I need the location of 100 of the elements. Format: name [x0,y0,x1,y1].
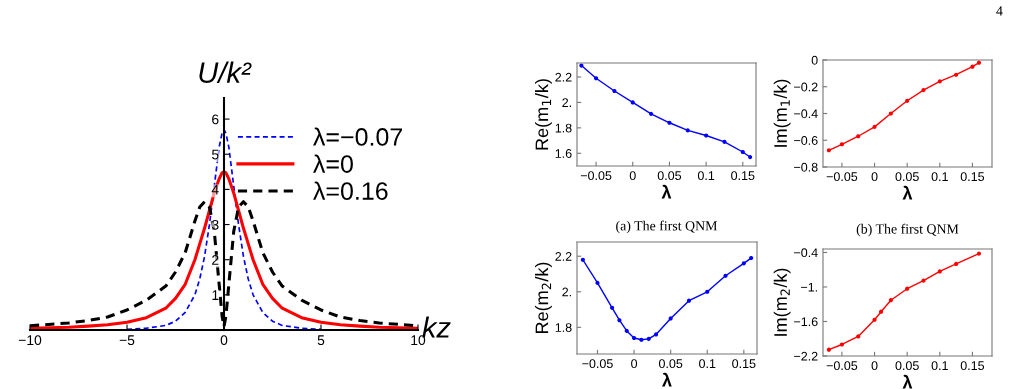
point [970,64,975,69]
point [749,255,754,261]
point [921,278,926,283]
point [612,88,617,94]
point [624,328,629,333]
y-tick-label: 3 [211,219,219,230]
point [888,298,893,303]
y-tick-label: 1.8 [555,323,572,332]
x-tick-label: −0.05 [826,172,858,182]
point [976,251,982,256]
x-tick-label: 0 [871,361,878,371]
x-tick-label: 0 [871,172,878,182]
point [630,100,635,105]
point [872,124,877,129]
point [686,298,692,303]
point [826,347,831,352]
y-axis-title: Re(m$_{1}$/k) [535,79,552,150]
x-axis-title: λ [662,372,672,387]
y-tick-label: −1.6 [794,317,818,327]
y-tick-label: −0.6 [794,136,818,145]
point [937,269,942,274]
x-tick-label: 0.15 [960,172,985,182]
point [748,155,753,160]
point [878,309,884,314]
point [921,88,926,93]
y-tick-label: 2.2 [555,252,572,261]
x-tick-label: 0.05 [658,359,683,369]
point [639,337,644,342]
y-tick-label: 4 [211,184,219,195]
point [685,128,690,133]
y-axis-title: Im(m$_{2}$/k) [773,268,791,336]
point [646,336,651,341]
point [631,335,637,341]
y-tick-label: −0.2 [794,82,818,92]
y-tick-label: −0.4 [794,109,818,119]
y-tick-label: −1. [801,282,817,292]
point [723,273,728,278]
x-tick-label: 0.15 [960,361,985,371]
y-axis-title: U/k² [199,61,252,83]
x-tick-label: 0.15 [732,359,756,369]
x-tick-label: 0.1 [699,359,716,369]
x-axis-title: λ [902,374,913,389]
point [579,63,584,68]
y-tick-label: 0 [811,55,818,65]
point [954,261,959,267]
x-tick-label: 0.1 [931,172,948,182]
y-tick-label: 2.2 [555,72,572,82]
x-tick-label: −0.05 [580,171,612,181]
point [839,142,845,147]
point [740,149,745,155]
y-axis-title: Re(m$_{2}$/k) [535,262,552,333]
point [839,342,845,347]
x-tick-label: −0.05 [826,361,858,371]
legend-label: λ=−0.07 [313,127,403,146]
point [741,261,746,266]
x-tick-label: 0 [220,335,228,346]
x-tick-label: −5 [119,335,135,346]
legend-label: λ=0 [313,154,353,173]
x-tick-label: −0.05 [582,359,613,369]
point [976,60,982,65]
x-tick-label: 0.05 [895,172,919,182]
point [722,139,727,144]
x-axis-title: λ [902,185,913,200]
point [580,257,585,262]
x-tick-label: 0 [629,171,636,181]
point [705,289,710,294]
point [653,332,659,337]
point [856,134,861,139]
text: (a) The first QNM [616,220,718,234]
x-tick-label: −10 [18,335,42,346]
point [610,305,615,310]
point [954,72,959,77]
point [704,133,709,138]
point [872,317,877,322]
point [856,334,861,339]
point [593,76,599,81]
y-tick-label: 1.8 [555,123,572,133]
point [595,280,600,285]
point [905,98,910,103]
text: 4 [996,6,1003,16]
point [905,286,910,291]
y-tick-label: −0.4 [794,248,818,258]
x-tick-label: 0.05 [657,171,682,181]
y-tick-label: 2. [562,98,571,107]
x-tick-label: 0.1 [931,361,948,371]
y-tick-label: 1 [212,290,219,300]
y-tick-label: 6 [212,114,219,125]
point [617,318,622,323]
x-tick-label: 5 [317,335,325,346]
point [937,79,942,84]
y-axis-title: Im(m$_{1}$/k) [773,79,791,147]
x-axis-title: λ [661,184,672,199]
point [888,111,893,116]
x-tick-label: 0.15 [731,171,755,181]
x-tick-label: 0 [631,359,638,369]
point [667,120,672,125]
point [826,148,831,153]
point [668,316,673,321]
y-tick-label: 1.6 [555,149,572,158]
x-tick-label: 0.1 [697,171,715,181]
